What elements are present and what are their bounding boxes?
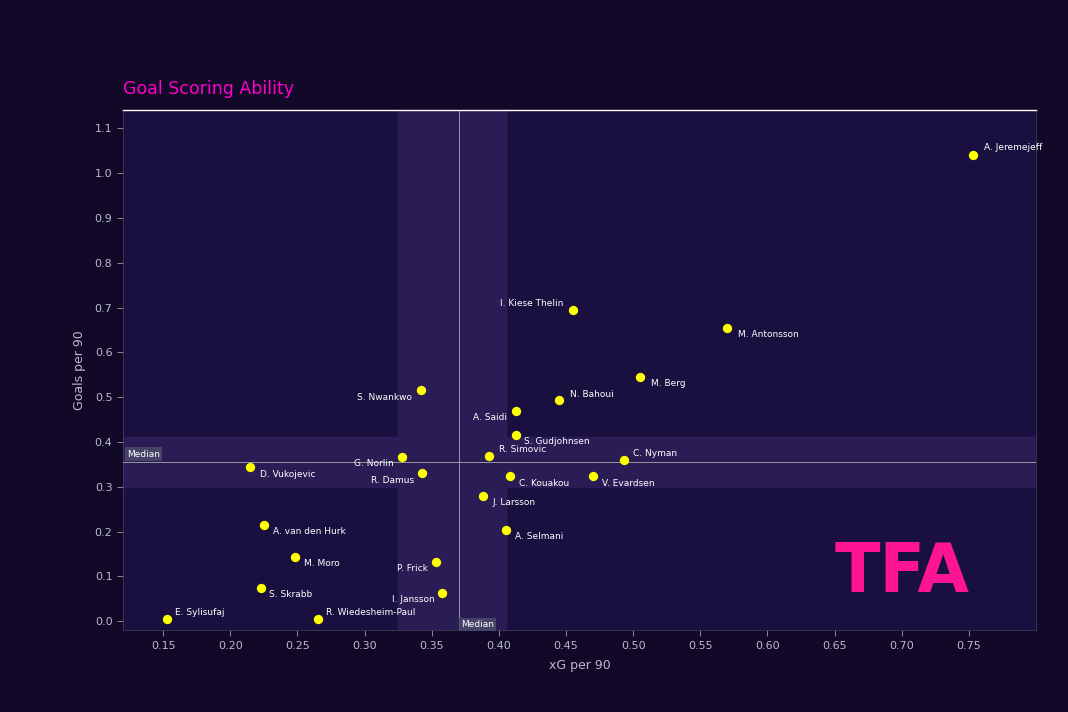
Text: A. Selmani: A. Selmani <box>515 533 563 541</box>
Text: J. Larsson: J. Larsson <box>492 498 535 507</box>
Text: P. Frick: P. Frick <box>397 564 427 573</box>
Text: C. Nyman: C. Nyman <box>633 449 677 458</box>
Text: Goal Scoring Ability: Goal Scoring Ability <box>123 80 294 98</box>
Point <box>474 490 491 501</box>
Point <box>964 150 981 161</box>
Bar <box>398 110 505 630</box>
Text: TFA: TFA <box>835 540 970 606</box>
Text: V. Evardsen: V. Evardsen <box>602 478 655 488</box>
Text: A. Jeremejeff: A. Jeremejeff <box>984 142 1042 152</box>
Point <box>507 429 524 441</box>
Text: C. Kouakou: C. Kouakou <box>519 478 569 488</box>
Point <box>427 556 444 567</box>
Text: R. Wiedesheim-Paul: R. Wiedesheim-Paul <box>326 607 415 617</box>
Text: A. Saidi: A. Saidi <box>473 413 507 422</box>
Text: S. Gudjohnsen: S. Gudjohnsen <box>524 437 590 446</box>
Text: I. Jansson: I. Jansson <box>392 595 435 604</box>
Text: R. Damus: R. Damus <box>371 476 414 485</box>
Point <box>394 451 411 463</box>
Point <box>286 551 303 562</box>
Text: M. Antonsson: M. Antonsson <box>738 330 799 339</box>
Point <box>413 468 430 479</box>
Point <box>615 454 632 466</box>
Text: S. Skrabb: S. Skrabb <box>269 590 313 599</box>
Point <box>584 471 601 482</box>
Point <box>551 394 568 406</box>
Y-axis label: Goals per 90: Goals per 90 <box>74 330 87 410</box>
Text: A. van den Hurk: A. van den Hurk <box>273 527 346 536</box>
Point <box>481 451 498 462</box>
Text: Median: Median <box>127 449 160 459</box>
Text: R. Simovic: R. Simovic <box>499 444 546 454</box>
Point <box>253 582 270 593</box>
Point <box>497 525 514 536</box>
Point <box>564 304 581 315</box>
Bar <box>123 437 1036 487</box>
Point <box>412 384 429 396</box>
Text: G. Norlin: G. Norlin <box>355 459 394 468</box>
Text: M. Berg: M. Berg <box>650 379 686 388</box>
Text: Median: Median <box>461 619 494 629</box>
Point <box>309 613 326 624</box>
Point <box>631 371 648 382</box>
Text: N. Bahoui: N. Bahoui <box>570 390 614 399</box>
Point <box>501 471 518 482</box>
Text: I. Kiese Thelin: I. Kiese Thelin <box>500 298 563 308</box>
Point <box>507 405 524 417</box>
Point <box>158 613 175 624</box>
Point <box>719 322 736 333</box>
Point <box>434 587 451 599</box>
Text: M. Moro: M. Moro <box>304 560 340 568</box>
X-axis label: xG per 90: xG per 90 <box>549 659 610 672</box>
Text: S. Nwankwo: S. Nwankwo <box>357 392 411 402</box>
Point <box>241 462 258 473</box>
Text: D. Vukojevic: D. Vukojevic <box>260 470 315 478</box>
Text: E. Sylisufaj: E. Sylisufaj <box>175 607 224 617</box>
Point <box>255 519 272 530</box>
